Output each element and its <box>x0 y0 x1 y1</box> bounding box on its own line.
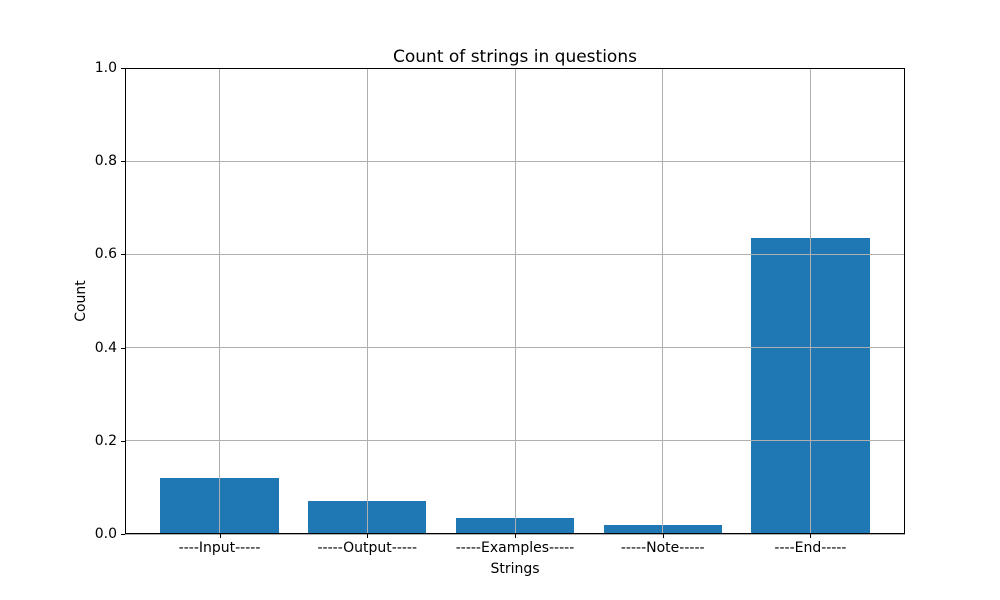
x-tick-label: -----Examples----- <box>455 540 575 556</box>
v-gridline <box>809 68 811 534</box>
y-tick-label: 0.0 <box>94 526 117 542</box>
x-axis-label: Strings <box>490 561 540 577</box>
y-tick-mark <box>121 534 125 535</box>
y-tick-mark <box>121 68 125 69</box>
chart-title: Count of strings in questions <box>393 47 637 67</box>
y-tick-mark <box>121 254 125 256</box>
y-tick-label: 0.6 <box>94 246 117 263</box>
x-tick-label: ----Input----- <box>178 540 261 556</box>
x-tick-mark <box>367 534 369 538</box>
y-tick-label: 1.0 <box>94 60 117 76</box>
x-tick-mark <box>219 534 221 538</box>
x-tick-label: -----Output----- <box>317 540 418 556</box>
grid-layer <box>125 67 905 535</box>
y-tick-label: 0.2 <box>94 432 117 449</box>
y-tick-label: 0.4 <box>94 339 117 356</box>
x-tick-mark <box>810 534 812 538</box>
y-tick-mark <box>121 161 125 163</box>
v-gridline <box>366 68 368 534</box>
v-gridline <box>662 68 664 534</box>
x-tick-label: -----Note----- <box>620 540 705 556</box>
y-tick-mark <box>121 347 125 349</box>
v-gridline <box>219 68 221 534</box>
y-axis-label: Count <box>73 280 89 322</box>
x-tick-mark <box>662 534 664 538</box>
v-gridline <box>514 68 516 534</box>
x-tick-label: ----End----- <box>774 540 847 556</box>
plot-area <box>125 67 905 535</box>
y-tick-label: 0.8 <box>94 153 117 170</box>
y-tick-mark <box>121 440 125 442</box>
x-tick-mark <box>515 534 516 538</box>
